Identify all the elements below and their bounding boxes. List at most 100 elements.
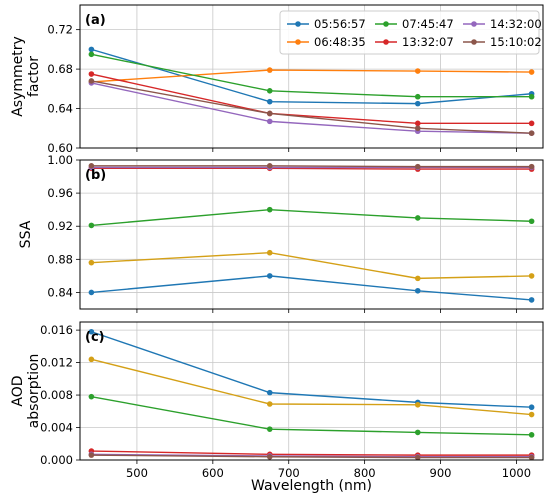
- data-point: [88, 51, 95, 58]
- series-line: [91, 454, 532, 459]
- panel-label: (c): [85, 330, 105, 345]
- data-point: [414, 454, 421, 461]
- series-line: [91, 82, 532, 134]
- data-point: [266, 88, 273, 94]
- panel-2: 0.84 0.88 0.92 0.96 1.00 (b) SSA: [18, 153, 544, 313]
- data-point: [528, 297, 535, 303]
- y-tick-label: 0.008: [40, 388, 73, 402]
- y-tick-label: 0.016: [40, 323, 73, 337]
- y-tick-label: 0.88: [47, 252, 73, 266]
- data-point: [88, 393, 95, 400]
- plot-frame: [79, 321, 544, 461]
- legend-label: 14:32:00: [490, 17, 542, 31]
- data-point: [414, 100, 421, 107]
- data-point: [266, 98, 273, 105]
- data-point: [88, 78, 95, 84]
- series-055657: [88, 328, 535, 411]
- data-point: [528, 218, 535, 225]
- y-axis-label: absorption: [26, 354, 42, 429]
- legend-item: 13:32:07: [375, 35, 454, 49]
- data-point: [414, 68, 421, 74]
- x-tick-label: 1000: [502, 466, 531, 480]
- y-axis-label: factor: [26, 56, 42, 97]
- data-point: [414, 402, 421, 408]
- legend-swatch-marker: [471, 39, 477, 45]
- y-tick-label: 0.012: [40, 356, 73, 370]
- data-point: [414, 120, 421, 127]
- y-axis-label: AOD: [10, 375, 26, 406]
- series-151002: [88, 452, 535, 461]
- series-074547: [88, 393, 535, 438]
- y-tick-label: 0.84: [47, 285, 73, 299]
- y-axis-label: SSA: [18, 220, 34, 248]
- data-point: [528, 120, 535, 127]
- x-tick-label: 800: [354, 466, 376, 480]
- series-line: [91, 69, 532, 83]
- data-point: [528, 130, 535, 137]
- y-tick-label: 0.64: [47, 102, 73, 116]
- panel-1: 0.60 0.64 0.68 0.72 (a) Asymmetry factor 05:56:…: [10, 4, 544, 155]
- data-point: [266, 67, 273, 73]
- x-tick-label: 700: [278, 466, 300, 480]
- series-064835: [88, 356, 535, 418]
- panel-label: (a): [85, 13, 106, 28]
- data-point: [266, 249, 273, 256]
- series-line: [91, 73, 532, 125]
- data-point: [266, 453, 273, 460]
- legend-label: 06:48:35: [314, 35, 366, 49]
- series-151002: [88, 78, 535, 137]
- data-point: [266, 118, 273, 125]
- series-line: [91, 395, 532, 436]
- series-line: [91, 331, 532, 408]
- series-line: [91, 453, 532, 458]
- data-point: [414, 93, 421, 100]
- x-axis-label: Wavelength (nm): [251, 478, 372, 494]
- y-tick-label: 0.68: [47, 62, 73, 76]
- series-line: [91, 167, 532, 170]
- data-point: [528, 454, 535, 461]
- legend: 05:56:57 06:48:35 07:45:47 13:32:07 14:32:00…: [279, 10, 542, 55]
- legend-label: 05:56:57: [314, 17, 366, 31]
- legend-label: 13:32:07: [402, 35, 454, 49]
- data-point: [266, 162, 273, 169]
- legend-item: 06:48:35: [287, 35, 366, 49]
- series-064835: [88, 249, 535, 282]
- series-line: [91, 450, 532, 456]
- y-tick-label: 0.60: [47, 141, 73, 155]
- series-074547: [88, 206, 535, 229]
- panel-3: 0.000 0.004 0.008 0.012 0.016 500 600 700 800 900…: [10, 321, 544, 494]
- y-tick-label: 0.000: [40, 453, 73, 467]
- series-line: [91, 48, 532, 105]
- legend-item: 14:32:00: [463, 17, 542, 31]
- legend-label: 15:10:02: [490, 35, 542, 49]
- legend-swatch-marker: [295, 39, 301, 45]
- data-point: [88, 259, 95, 266]
- x-tick-label: 600: [202, 466, 224, 480]
- y-tick-label: 0.004: [40, 421, 73, 435]
- legend-item: 05:56:57: [287, 17, 366, 31]
- data-point: [266, 389, 273, 396]
- data-point: [414, 125, 421, 132]
- series-line: [91, 208, 532, 227]
- data-point: [266, 273, 273, 279]
- y-tick-label: 0.96: [47, 186, 73, 200]
- data-point: [88, 356, 95, 363]
- data-point: [266, 206, 273, 213]
- x-tick-label: 900: [430, 466, 452, 480]
- legend-swatch-marker: [471, 21, 477, 27]
- panel-label: (b): [85, 168, 106, 183]
- legend-item: 15:10:02: [463, 35, 542, 49]
- y-tick-label: 0.72: [47, 23, 73, 37]
- data-point: [88, 452, 95, 458]
- data-point: [528, 69, 535, 75]
- series-line: [91, 165, 532, 168]
- series-line: [91, 80, 532, 134]
- y-tick-label: 1.00: [47, 153, 73, 167]
- series-line: [91, 275, 532, 301]
- data-point: [528, 93, 535, 100]
- data-point: [266, 110, 273, 117]
- data-point: [88, 71, 95, 77]
- legend-label: 07:45:47: [402, 17, 454, 31]
